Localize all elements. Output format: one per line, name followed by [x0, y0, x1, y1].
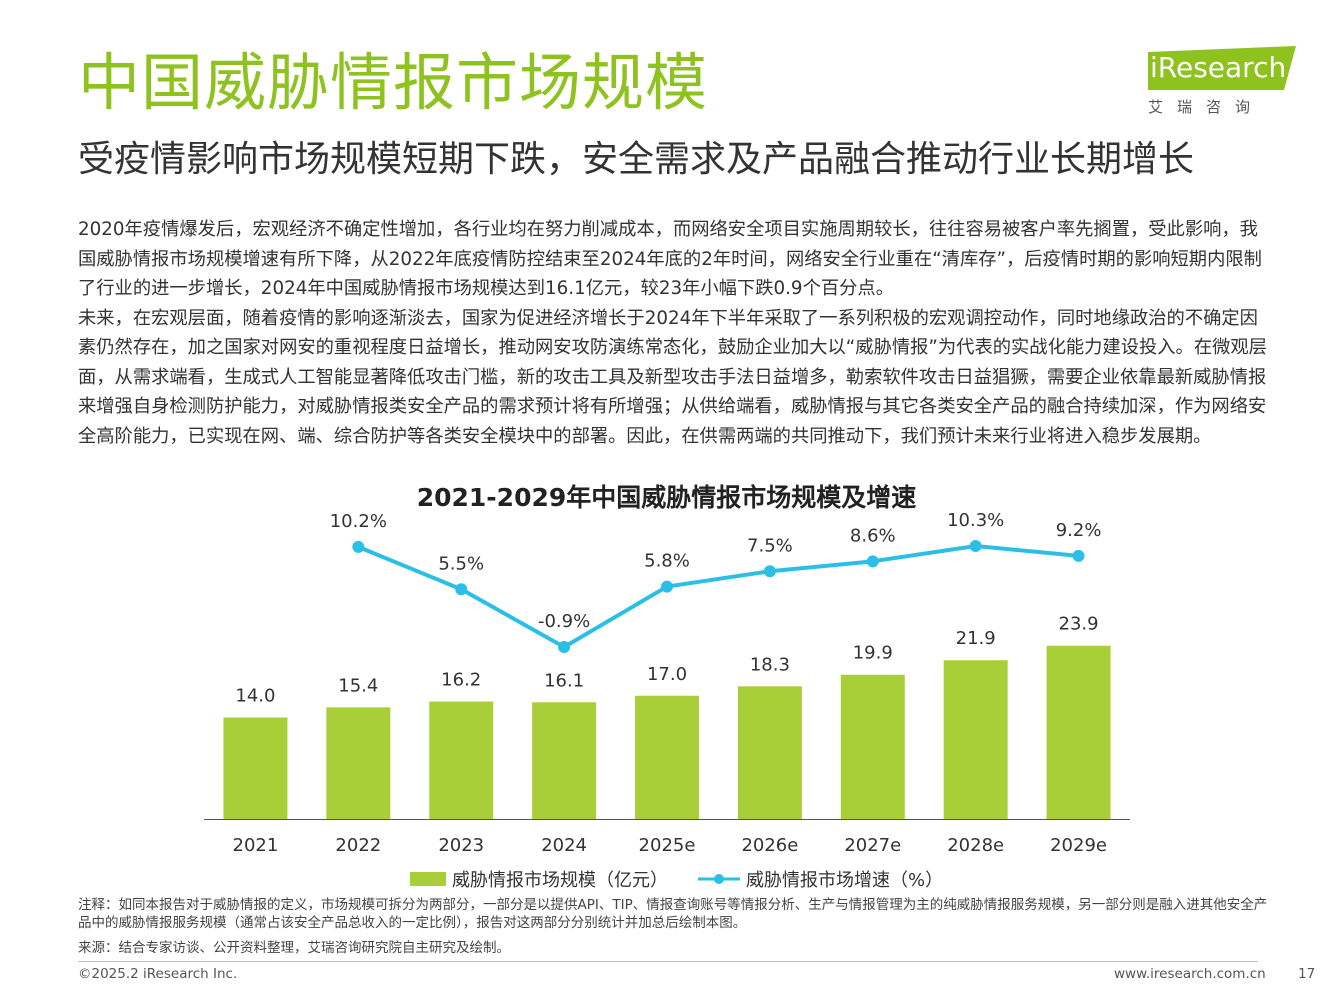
growth-point-2022 — [352, 540, 365, 553]
bar-2026e — [737, 686, 802, 819]
logo-cn-text: 艾瑞咨询 — [1148, 98, 1265, 116]
bar-2022 — [326, 707, 391, 819]
bar-2027e — [840, 674, 905, 819]
bar-2029e — [1046, 645, 1111, 819]
growth-point-2028e — [969, 540, 982, 552]
growth-point-2029e — [1072, 549, 1085, 562]
bar-2023 — [429, 701, 494, 819]
body-text: 2020年疫情爆发后，宏观经济不确定性增加，各行业均在努力削减成本，而网络安全项… — [78, 215, 1273, 451]
x-tick-label: 2025e — [639, 835, 696, 856]
x-tick-label: 2026e — [741, 835, 798, 856]
page-number: 17 — [1298, 966, 1316, 982]
bar-2024 — [532, 702, 597, 819]
x-tick-label: 2024 — [541, 835, 587, 856]
bar-value-label: 15.4 — [338, 675, 378, 696]
page-title: 中国威胁情报市场规模 — [78, 46, 709, 119]
bar-2025e — [635, 695, 699, 819]
chart-source: 来源：结合专家访谈、公开资料整理，艾瑞咨询研究院自主研究及绘制。 — [78, 940, 510, 956]
growth-value-label: 7.5% — [747, 535, 793, 556]
bar-value-label: 19.9 — [853, 643, 893, 664]
growth-rate-line — [357, 544, 1079, 649]
chart-legend: 威胁情报市场规模（亿元） 威胁情报市场增速（%） — [410, 866, 971, 892]
x-tick-label: 2023 — [438, 835, 484, 856]
footer-copyright: ©2025.2 iResearch Inc. — [78, 966, 238, 982]
footer-divider — [78, 961, 1258, 962]
logo-brand-text: iResearch — [1150, 51, 1287, 84]
chart-title: 2021-2029年中国威胁情报市场规模及增速 — [416, 483, 917, 512]
growth-point-2025e — [661, 580, 673, 593]
growth-point-2027e — [866, 555, 879, 568]
x-tick-label: 2028e — [947, 835, 1004, 856]
legend-item-bar: 威胁情报市场规模（亿元） — [410, 866, 668, 892]
growth-value-label: -0.9% — [538, 611, 590, 632]
chart-note: 注释：如同本报告对于威胁情报的定义，市场规模可拆分为两部分，一部分是以提供API… — [78, 897, 1268, 931]
growth-value-label: 5.5% — [438, 553, 484, 574]
growth-value-label: 10.2% — [330, 511, 387, 532]
legend-item-line: 威胁情报市场增速（%） — [696, 866, 943, 892]
x-tick-label: 2029e — [1050, 835, 1107, 856]
body-paragraph-1: 2020年疫情爆发后，宏观经济不确定性增加，各行业均在努力削减成本，而网络安全项… — [78, 219, 1262, 299]
growth-value-label: 10.3% — [947, 510, 1004, 531]
bar-value-label: 17.0 — [647, 664, 687, 685]
bar-value-label: 16.2 — [441, 670, 481, 691]
bar-value-label: 21.9 — [956, 628, 996, 649]
growth-value-label: 5.8% — [644, 551, 690, 572]
bar-value-label: 14.0 — [235, 686, 275, 707]
bar-value-label: 16.1 — [544, 670, 584, 691]
x-tick-label: 2021 — [233, 835, 279, 856]
body-paragraph-2: 未来，在宏观层面，随着疫情的影响逐渐淡去，国家为促进经济增长于2024年下半年采… — [78, 307, 1267, 447]
growth-point-2024 — [558, 641, 571, 653]
market-size-chart: 14.0 2021 15.4 2022 16.2 2023 16.1 2024 17.0 2025… — [204, 510, 1130, 856]
legend-bar-label: 威胁情报市场规模（亿元） — [452, 870, 668, 891]
growth-point-2023 — [455, 583, 468, 596]
bar-2028e — [943, 660, 1008, 819]
bar-2021 — [223, 717, 288, 819]
bar-value-label: 18.3 — [750, 654, 790, 675]
page-subtitle: 受疫情影响市场规模短期下跌，安全需求及产品融合推动行业长期增长 — [78, 139, 1195, 180]
legend-line-label: 威胁情报市场增速（%） — [746, 870, 944, 891]
growth-point-2026e — [763, 565, 776, 578]
logo-badge — [1148, 46, 1296, 90]
growth-value-label: 8.6% — [850, 525, 896, 546]
legend-bar-swatch — [410, 872, 446, 886]
footer-url: www.iresearch.com.cn — [1114, 966, 1266, 982]
iresearch-logo: iResearch 艾瑞咨询 — [1140, 40, 1300, 120]
legend-line-swatch — [698, 874, 740, 884]
bar-value-label: 23.9 — [1059, 614, 1099, 635]
x-tick-label: 2027e — [844, 835, 901, 856]
x-tick-label: 2022 — [335, 835, 381, 856]
growth-value-label: 9.2% — [1056, 520, 1102, 541]
